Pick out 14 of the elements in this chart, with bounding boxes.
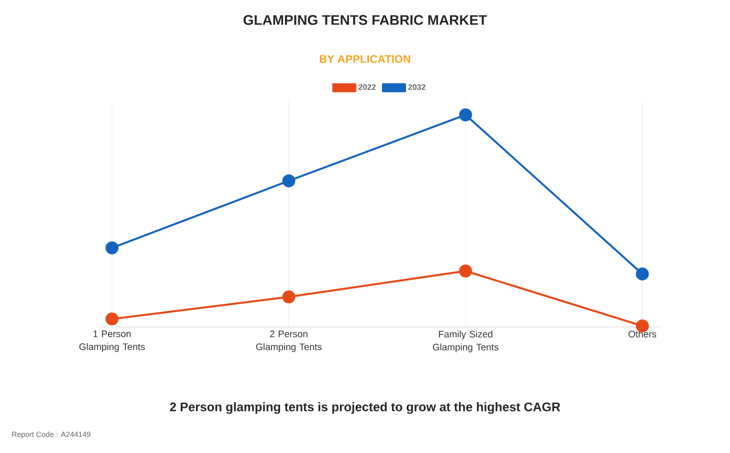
x-tick-label: Family Sized Glamping Tents (432, 330, 498, 352)
text: 2 Person glamping tents is projected to grow at the highest CAGR (170, 402, 560, 414)
point (106, 241, 119, 254)
point (106, 312, 119, 326)
chart-title: GLAMPING TENTS FABRIC MARKET (244, 15, 487, 25)
x-tick-label: 2 Person Glamping Tents (256, 330, 322, 352)
x-tick-label: Others (628, 330, 656, 338)
point (282, 290, 296, 304)
point (459, 108, 472, 122)
point (459, 264, 472, 278)
x-tick-label: 1 Person Glamping Tents (79, 330, 145, 352)
chart-subtitle: BY APPLICATION (320, 55, 410, 63)
point (636, 267, 649, 280)
point (282, 174, 296, 188)
